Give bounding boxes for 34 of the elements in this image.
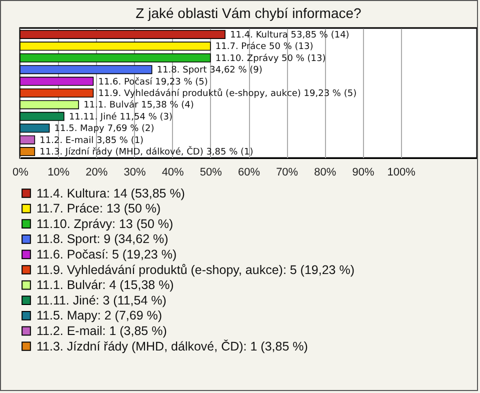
- data-label: 11.6. Počasí 19,23 % (5): [98, 76, 208, 88]
- legend-label: 11.10. Zprávy: 13 (50 %): [36, 216, 174, 231]
- data-label: 11.5. Mapy 7,69 % (2): [54, 124, 154, 134]
- x-tick-label: 0%: [12, 166, 29, 178]
- x-tick-label: 80%: [314, 166, 336, 178]
- data-label: 11.3. Jízdní řády (MHD, dálkové, ČD) 3,85 % (1): [40, 146, 254, 158]
- legend-label: 11.8. Sport: 9 (34,62 %): [36, 232, 168, 246]
- x-tick-label: 100%: [387, 166, 416, 178]
- legend-label: 11.4. Kultura: 14 (53,85 %): [36, 186, 185, 200]
- x-tick-label: 50%: [200, 166, 222, 178]
- chart-title: Z jaké oblasti Vám chybí informace?: [136, 5, 362, 21]
- data-label: 11.7. Práce 50 % (13): [215, 41, 314, 52]
- data-label: 11.4. Kultura 53,85 % (14): [230, 30, 350, 40]
- x-tick-label: 10%: [48, 166, 70, 178]
- data-label: 11.8. Sport 34,62 % (9): [156, 66, 262, 76]
- x-tick-label: 30%: [124, 166, 146, 178]
- legend-label: 11.5. Mapy: 2 (7,69 %): [36, 308, 162, 323]
- legend-label: 11.7. Práce: 13 (50 %): [36, 202, 161, 216]
- data-label: 11.2. E-mail 3,85 % (1): [40, 136, 144, 146]
- legend-label: 11.9. Vyhledávání produktů (e-shopy, aukce): 5 (19,23 %): [36, 262, 355, 277]
- x-tick-label: 20%: [86, 166, 108, 178]
- data-label: 11.10. Zprávy 50 % (13): [215, 52, 326, 64]
- x-tick-label: 60%: [238, 166, 260, 178]
- legend-label: 11.3. Jízdní řády (MHD, dálkové, ČD): 1 (3,85 %): [36, 339, 308, 354]
- data-label: 11.9. Vyhledávání produktů (e-shopy, aukce) 19,23 % (5): [98, 88, 357, 99]
- legend-label: 11.11. Jiné: 3 (11,54 %): [36, 293, 166, 308]
- x-tick-label: 70%: [276, 166, 298, 178]
- legend-label: 11.6. Počasí: 5 (19,23 %): [36, 247, 177, 262]
- data-label: 11.11. Jiné 11,54 % (3): [68, 111, 172, 122]
- legend-label: 11.1. Bulvár: 4 (15,38 %): [36, 278, 174, 292]
- x-tick-label: 90%: [352, 166, 374, 178]
- data-label: 11.1. Bulvár 15,38 % (4): [84, 100, 194, 111]
- x-tick-label: 40%: [162, 166, 184, 178]
- legend-label: 11.2. E-mail: 1 (3,85 %): [36, 324, 167, 338]
